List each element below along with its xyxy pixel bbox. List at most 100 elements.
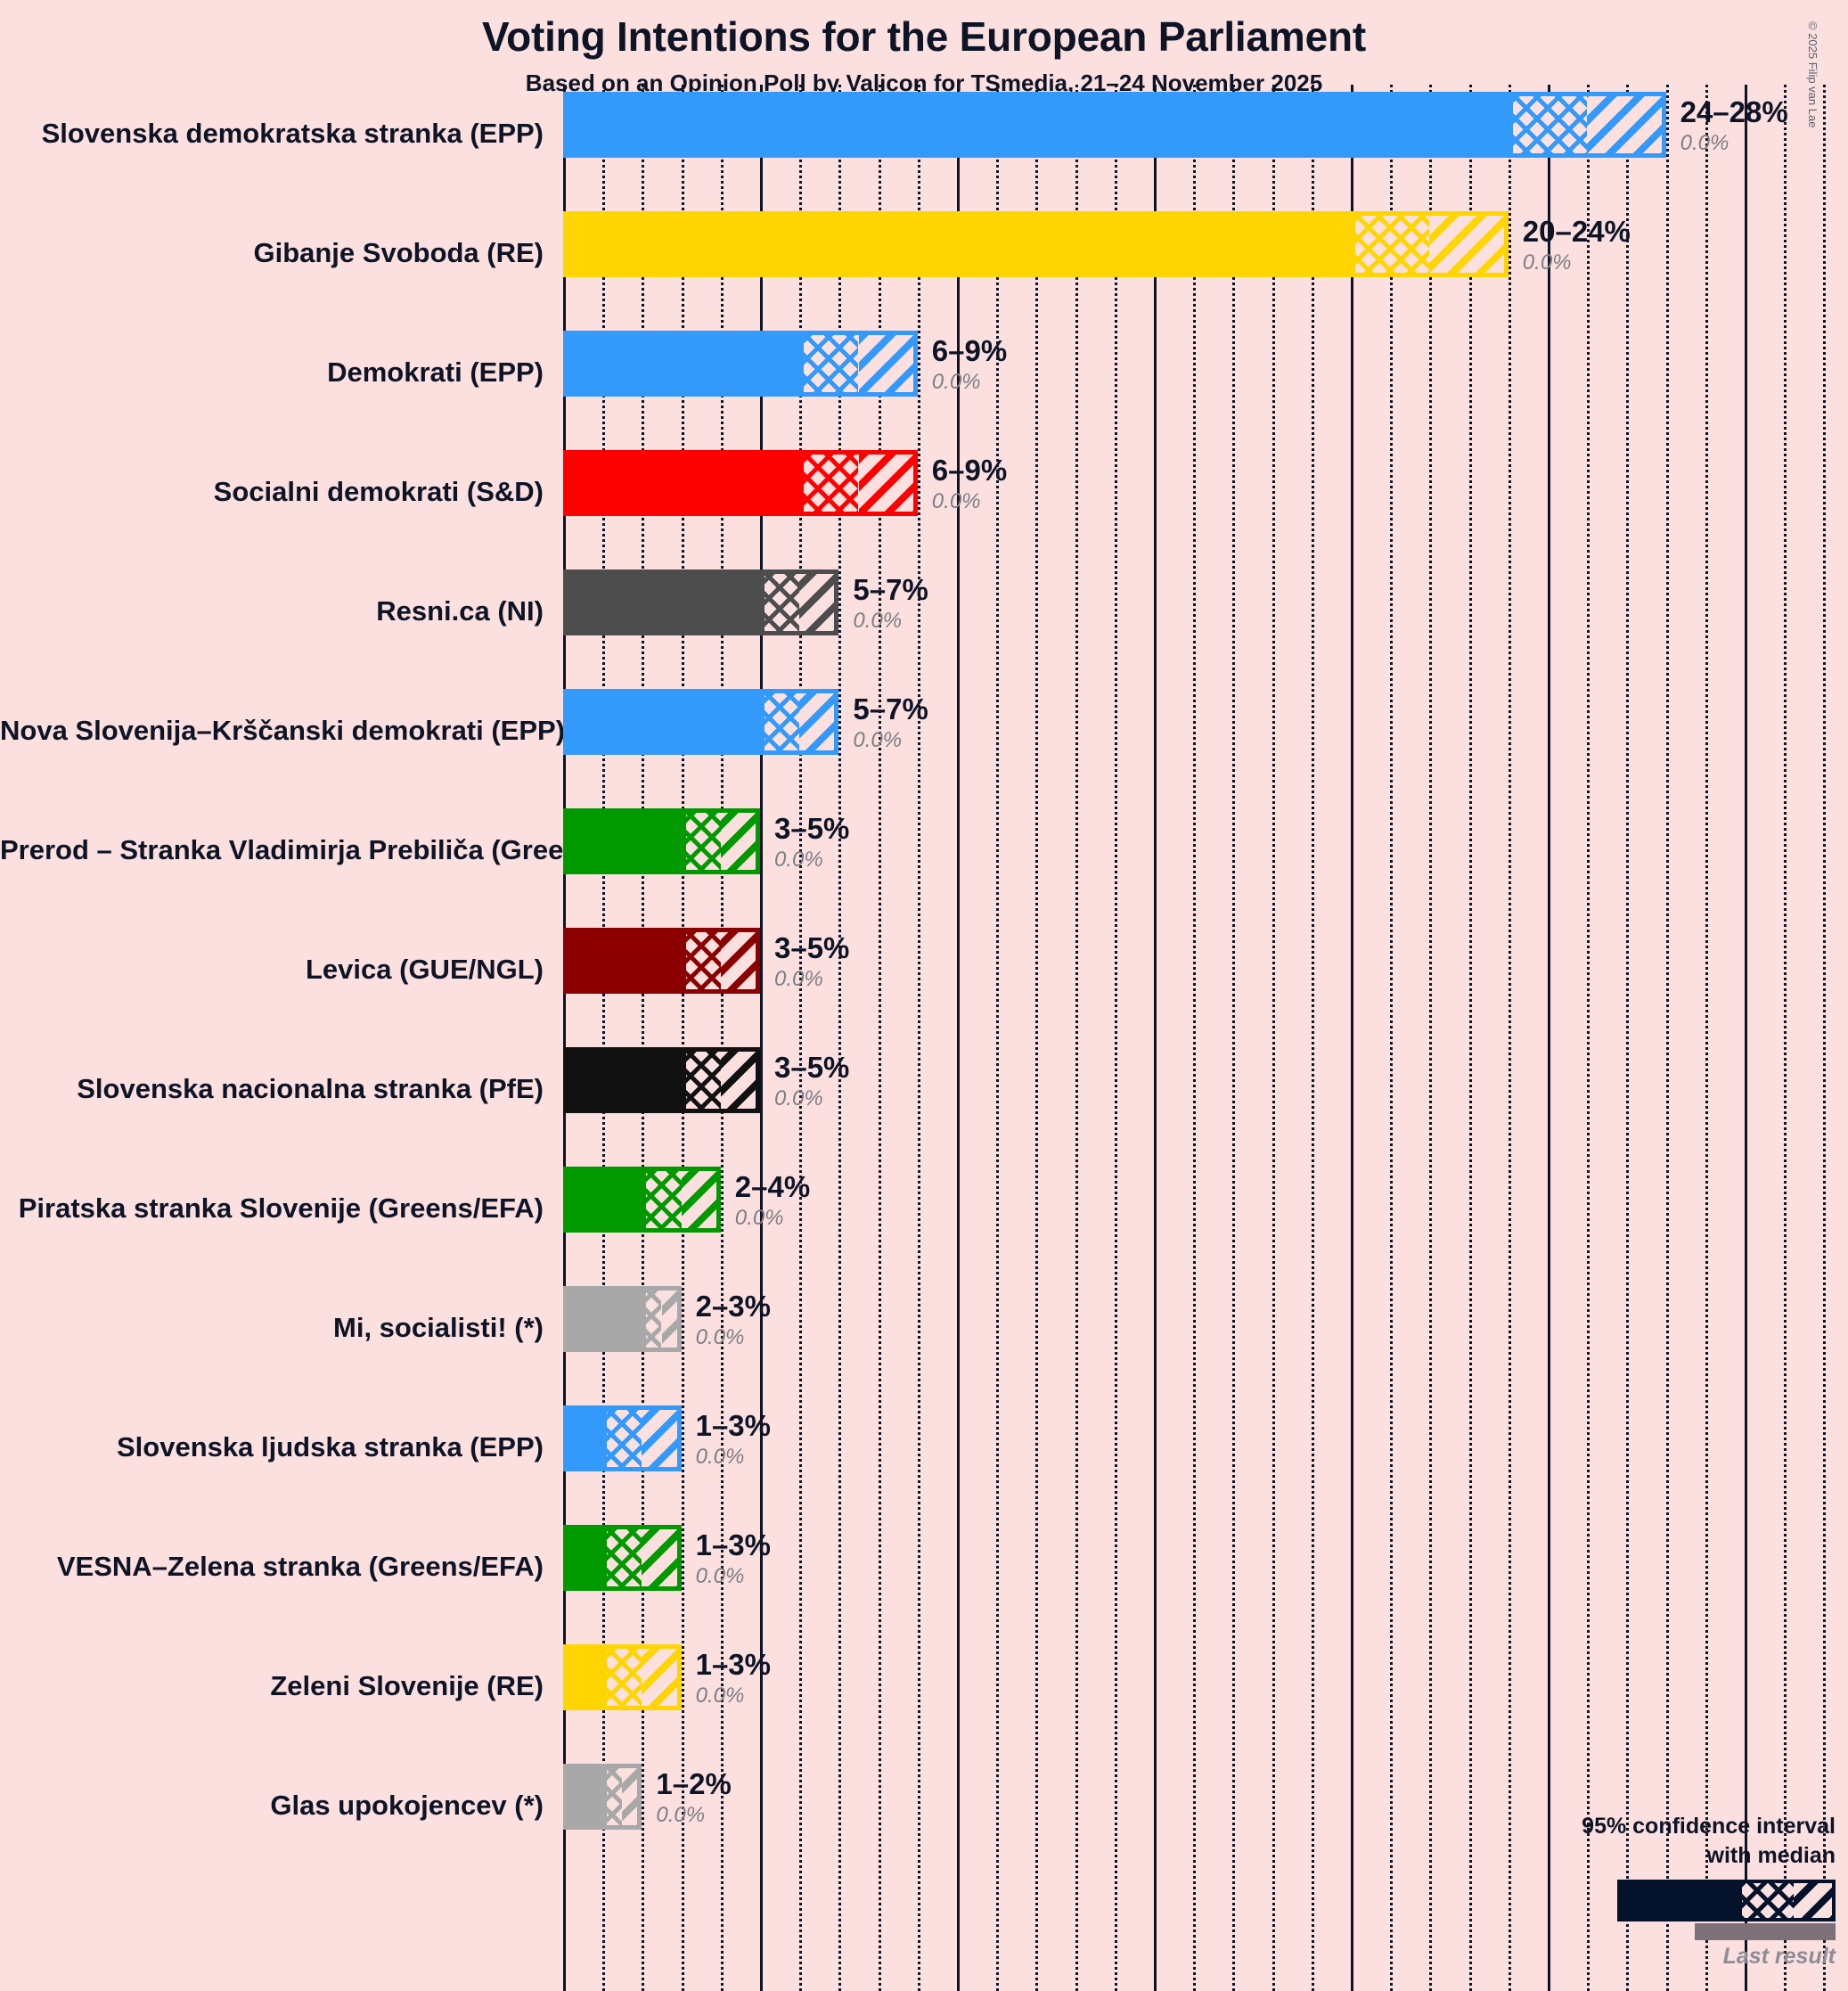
confidence-interval-bar (563, 808, 760, 874)
bar-container (563, 204, 1509, 324)
chart-row: VESNA–Zelena stranka (Greens/EFA) 1–3% 0.0… (0, 1518, 1848, 1637)
last-result-value-label: 0.0% (853, 728, 903, 752)
chart-row: Prerod – Stranka Vladimirja Prebiliča (G… (0, 801, 1848, 921)
gridline-minor (1429, 85, 1433, 1991)
last-result-value-label: 0.0% (774, 1086, 823, 1110)
party-label: Glas upokojencev (*) (270, 1790, 544, 1821)
confidence-interval-bar (563, 569, 839, 635)
last-result-value-label: 0.0% (1680, 131, 1729, 155)
bar-median-hatch-segment (760, 689, 800, 755)
bar-container (563, 324, 918, 443)
gridline-minor (720, 85, 724, 1991)
party-label: Prerod – Stranka Vladimirja Prebiliča (G… (0, 834, 666, 865)
gridline-minor (1114, 85, 1117, 1991)
bar-median-hatch-segment (642, 1167, 682, 1233)
chart-row: Gibanje Svoboda (RE) 20–24% 0.0% (0, 204, 1848, 324)
last-result-value-label: 0.0% (695, 1564, 745, 1588)
party-label: Slovenska nacionalna stranka (PfE) (77, 1073, 544, 1104)
gridline-minor (799, 85, 803, 1991)
chart-row: Piratska stranka Slovenije (Greens/EFA) 2… (0, 1159, 1848, 1279)
bar-upper-hatch-segment (1587, 92, 1666, 158)
range-value-label: 6–9% (931, 334, 1008, 367)
confidence-interval-bar (563, 928, 760, 994)
range-value-label: 3–5% (774, 812, 850, 845)
gridline-minor (1311, 85, 1314, 1991)
bar-upper-hatch-segment (1429, 211, 1509, 277)
bar-solid-segment (563, 92, 1509, 158)
gridline-minor (1823, 85, 1827, 1991)
confidence-interval-bar (563, 1286, 682, 1352)
gridline-minor (1626, 85, 1630, 1991)
bar-median-hatch-segment (602, 1405, 642, 1471)
bar-container (563, 682, 839, 801)
bar-container (563, 1398, 682, 1518)
gridline-major (1548, 85, 1550, 1991)
confidence-interval-bar (563, 1047, 760, 1113)
bar-median-hatch-segment (799, 331, 859, 397)
bar-median-hatch-segment (602, 1644, 642, 1710)
bar-median-hatch-segment (681, 1047, 721, 1113)
gridline-major (760, 85, 763, 1991)
gridline-major (1351, 85, 1353, 1991)
gridline-major (1154, 85, 1157, 1991)
bar-container (563, 1637, 682, 1757)
chart-row: Socialni demokrati (S&D) 6–9% 0.0% (0, 443, 1848, 562)
gridline-minor (681, 85, 684, 1991)
bar-container (563, 85, 1666, 204)
page-title: Voting Intentions for the European Parli… (482, 13, 1366, 60)
chart-row: Zeleni Slovenije (RE) 1–3% 0.0% (0, 1637, 1848, 1757)
bar-solid-segment (563, 808, 682, 874)
gridline-major (957, 85, 960, 1991)
gridline-minor (1508, 85, 1511, 1991)
chart-row: Nova Slovenija–Krščanski demokrati (EPP)… (0, 682, 1848, 801)
confidence-interval-bar (563, 1525, 682, 1591)
plot-area: Slovenska demokratska stranka (EPP) 24–28… (0, 85, 1848, 1991)
bar-median-hatch-segment (681, 808, 721, 874)
party-label: Slovenska demokratska stranka (EPP) (41, 118, 544, 149)
bar-solid-segment (563, 1764, 603, 1830)
bar-upper-hatch-segment (799, 689, 839, 755)
bar-upper-hatch-segment (681, 1167, 721, 1233)
chart-row: Resni.ca (NI) 5–7% 0.0% (0, 562, 1848, 682)
gridline-minor (917, 85, 920, 1991)
legend-line-1: 95% confidence interval (1582, 1814, 1836, 1839)
gridline-minor (1587, 85, 1590, 1991)
chart-row: Glas upokojencev (*) 1–2% 0.0% (0, 1757, 1848, 1876)
bar-solid-segment (563, 211, 1351, 277)
gridline-major (1745, 85, 1747, 1991)
confidence-interval-bar (563, 211, 1509, 277)
chart-row: Slovenska nacionalna stranka (PfE) 3–5% 0.… (0, 1040, 1848, 1159)
bar-container (563, 921, 760, 1040)
bar-upper-hatch-segment (858, 331, 918, 397)
bar-solid-segment (563, 928, 682, 994)
last-result-value-label: 0.0% (656, 1803, 706, 1827)
bar-median-hatch-segment (760, 569, 800, 635)
bar-solid-segment (563, 1047, 682, 1113)
gridline-minor (1272, 85, 1275, 1991)
party-label: Slovenska ljudska stranka (EPP) (117, 1431, 544, 1463)
bar-container (563, 801, 760, 921)
legend-upper-hatch (1794, 1880, 1836, 1921)
party-label: Gibanje Svoboda (RE) (253, 237, 544, 268)
bar-upper-hatch-segment (858, 450, 918, 516)
last-result-value-label: 0.0% (695, 1325, 745, 1349)
party-label: Nova Slovenija–Krščanski demokrati (EPP) (0, 715, 566, 746)
range-value-label: 5–7% (853, 573, 928, 606)
party-label: VESNA–Zelena stranka (Greens/EFA) (56, 1551, 544, 1582)
bar-solid-segment (563, 331, 800, 397)
confidence-interval-bar (563, 1167, 721, 1233)
gridline-minor (1468, 85, 1472, 1991)
bar-solid-segment (563, 450, 800, 516)
confidence-interval-bar (563, 92, 1666, 158)
bar-container (563, 443, 918, 562)
last-result-value-label: 0.0% (695, 1684, 745, 1708)
bar-median-hatch-segment (642, 1286, 662, 1352)
bar-median-hatch-segment (1351, 211, 1430, 277)
legend-swatch-border (1617, 1880, 1836, 1921)
party-label: Socialni demokrati (S&D) (213, 476, 544, 507)
gridline-minor (1035, 85, 1039, 1991)
chart-row: Mi, socialisti! (*) 2–3% 0.0% (0, 1279, 1848, 1398)
bar-upper-hatch-segment (642, 1525, 682, 1591)
last-result-value-label: 0.0% (734, 1206, 784, 1230)
bar-median-hatch-segment (681, 928, 721, 994)
